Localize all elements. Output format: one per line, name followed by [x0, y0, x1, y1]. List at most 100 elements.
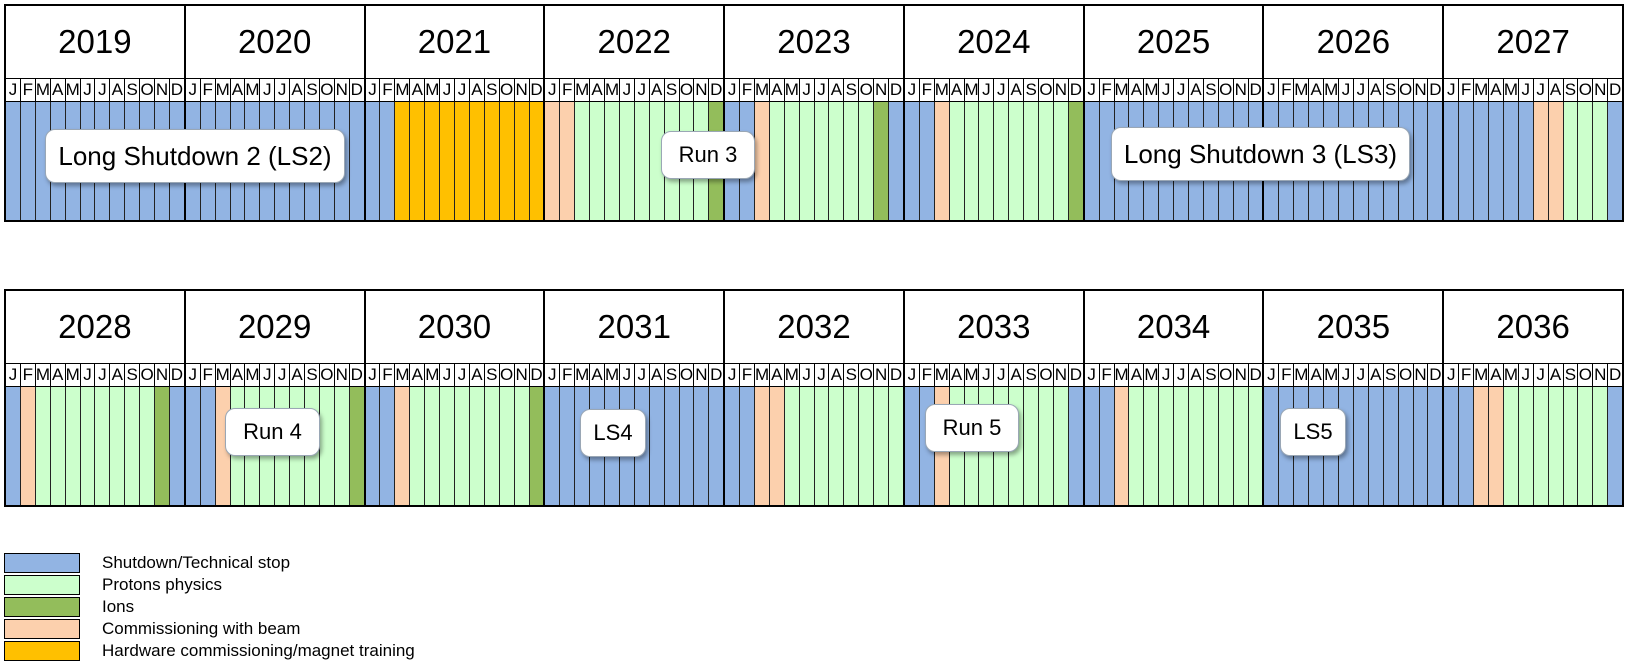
month-cell — [813, 102, 829, 220]
month-letter: S — [124, 364, 139, 386]
month-cell — [109, 387, 125, 505]
year-column: 2034 J F M A M J J A S O N D — [1082, 291, 1263, 505]
month-letter: M — [424, 364, 440, 386]
month-letter: A — [648, 79, 664, 101]
month-cell — [828, 102, 844, 220]
year-column: 2019 J F M A M J J A S O N D — [6, 6, 184, 220]
year-label: 2030 — [365, 291, 544, 364]
month-cell — [648, 102, 664, 220]
month-cell — [1547, 387, 1563, 505]
month-cell — [199, 387, 215, 505]
month-letter: S — [1562, 79, 1578, 101]
month-letter: J — [368, 365, 377, 384]
year-label: 2035 — [1264, 291, 1443, 364]
month-letter: J — [978, 79, 993, 101]
month-cell — [1444, 387, 1459, 505]
month-letter: J — [813, 364, 829, 386]
legend-label: Shutdown/Technical stop — [102, 553, 291, 572]
month-cell — [409, 102, 425, 220]
month-letter: F — [19, 79, 35, 101]
month-letter: J — [8, 80, 18, 99]
month-letter: M — [963, 79, 979, 101]
month-letter: J — [993, 79, 1008, 101]
month-cell — [154, 387, 169, 505]
month-letter: D — [708, 79, 723, 101]
month-letter: J — [907, 80, 917, 99]
month-letter: M — [1502, 364, 1518, 386]
month-cell — [1487, 387, 1503, 505]
month-letter: M — [603, 364, 619, 386]
month-letter: F — [1278, 79, 1293, 101]
month-cell — [1188, 387, 1203, 505]
legend-label: Hardware commissioning/magnet training — [102, 641, 415, 660]
month-letter: M — [963, 364, 979, 386]
month-cell — [1084, 102, 1099, 220]
month-cell — [843, 102, 859, 220]
month-letter: M — [1143, 79, 1159, 101]
month-letter: F — [379, 364, 394, 386]
month-cell — [739, 387, 754, 505]
month-letter: J — [1517, 79, 1533, 101]
month-cell — [124, 387, 140, 505]
month-cells — [1444, 102, 1623, 220]
month-letter: J — [798, 79, 814, 101]
month-cell — [843, 387, 859, 505]
month-cell — [1473, 387, 1488, 505]
callout-ls4: LS4 — [580, 409, 646, 457]
month-letter: D — [168, 364, 184, 386]
month-cell — [1562, 102, 1578, 220]
month-cell — [439, 102, 454, 220]
month-letter: M — [753, 364, 769, 386]
month-cell — [6, 102, 20, 220]
month-cell — [49, 387, 65, 505]
month-letter: N — [513, 364, 528, 386]
month-letter: J — [274, 79, 289, 101]
month-letter: O — [678, 79, 694, 101]
month-letter: M — [1473, 364, 1488, 386]
month-letter: J — [978, 364, 993, 386]
month-letter: S — [1202, 79, 1218, 101]
month-letter: A — [648, 364, 664, 386]
month-letter: J — [79, 79, 95, 101]
month-letter: N — [1052, 79, 1068, 101]
month-letter: M — [394, 364, 410, 386]
month-letter: N — [1052, 364, 1068, 386]
month-letter: J — [8, 365, 18, 384]
month-letter: S — [1562, 364, 1578, 386]
month-cell — [1502, 102, 1518, 220]
year-label: 2020 — [185, 6, 364, 79]
month-cell — [888, 102, 903, 220]
month-cell — [1487, 102, 1503, 220]
year-column: 2026 J F M A M J J A S O N D — [1262, 6, 1443, 220]
month-cell — [948, 102, 964, 220]
month-letter: A — [948, 364, 964, 386]
month-cell — [1098, 387, 1114, 505]
year-label: 2028 — [6, 291, 184, 364]
month-cell — [978, 102, 994, 220]
legend-label: Ions — [102, 597, 135, 616]
month-letter: S — [1023, 79, 1038, 101]
month-letter: J — [1087, 365, 1096, 384]
callout-run3: Run 3 — [661, 131, 755, 179]
month-cell — [6, 387, 20, 505]
year-label: 2031 — [545, 291, 724, 364]
month-letter: J — [454, 364, 469, 386]
month-cell — [333, 387, 349, 505]
month-cell — [1532, 387, 1548, 505]
month-cell — [1577, 387, 1593, 505]
month-letter: A — [589, 79, 604, 101]
year-label: 2032 — [725, 291, 903, 364]
month-letter: N — [873, 364, 888, 386]
month-letter: N — [1592, 79, 1607, 101]
month-cell — [1458, 387, 1474, 505]
year-column: 2022 J F M A M J J A S O N D — [543, 6, 724, 220]
month-letter: D — [1067, 79, 1082, 101]
month-letter: M — [424, 79, 440, 101]
month-letter: F — [1458, 364, 1473, 386]
month-cell — [1458, 102, 1474, 220]
month-cell — [1532, 102, 1548, 220]
month-letter: O — [498, 364, 514, 386]
